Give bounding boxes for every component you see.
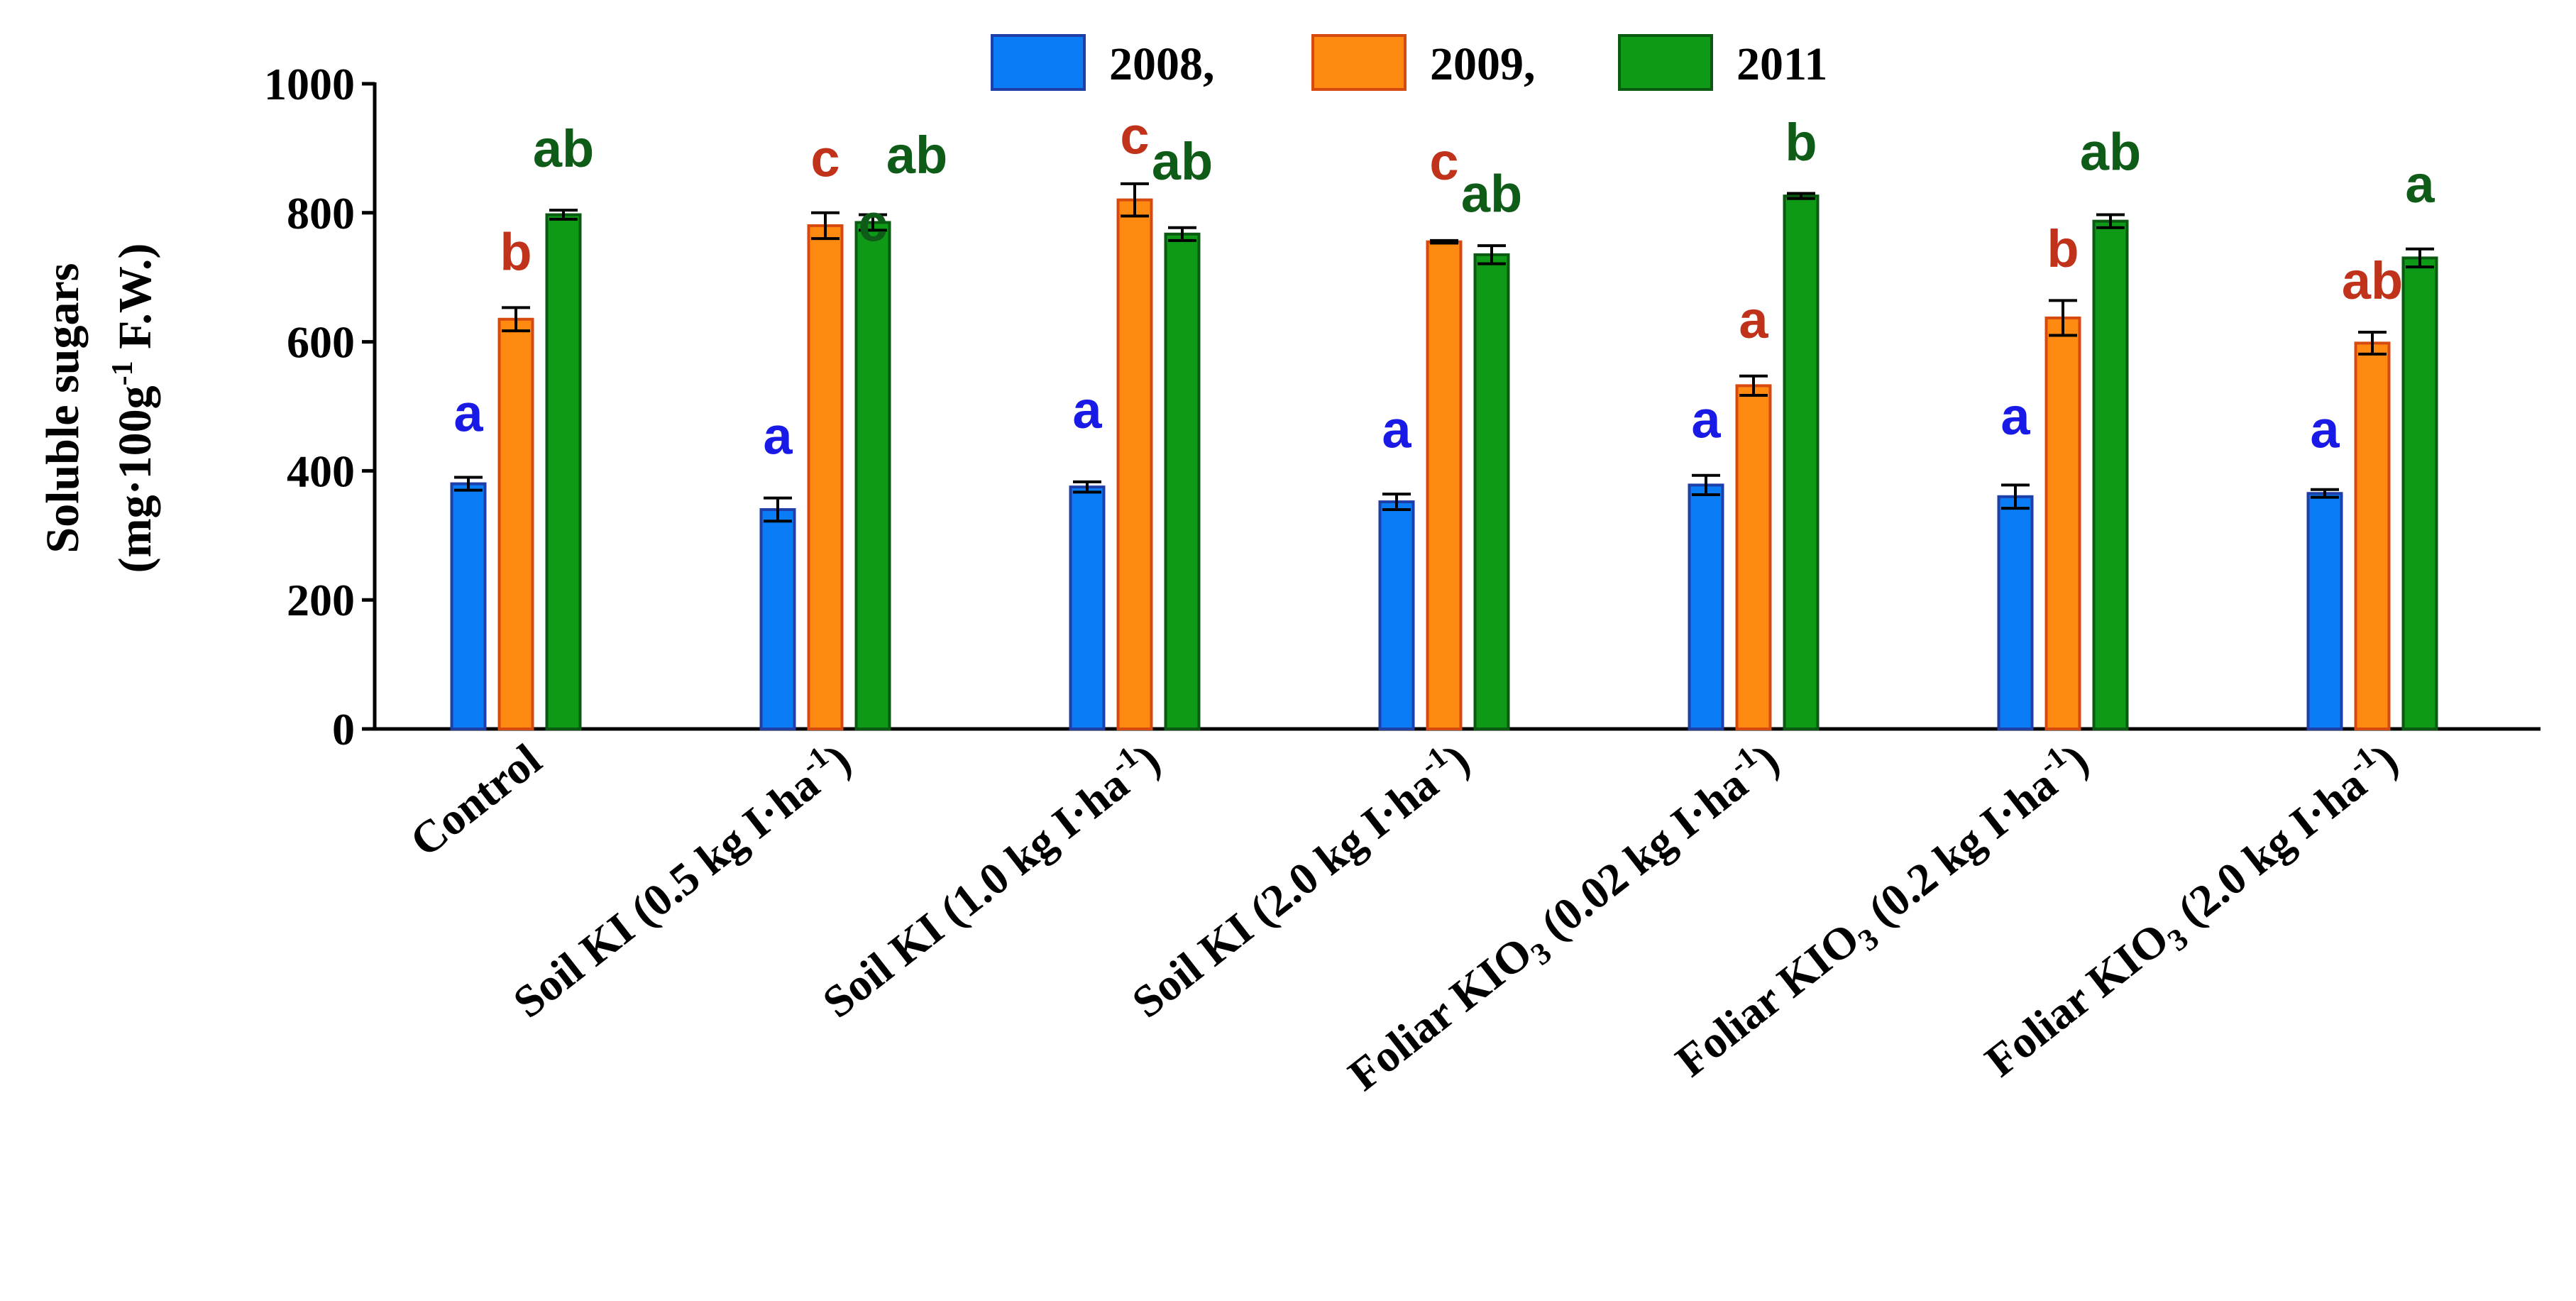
significance-letter: a bbox=[1072, 380, 1102, 439]
bar bbox=[1164, 232, 1201, 730]
bar bbox=[2306, 492, 2343, 731]
legend: 2008, 2009, 2011 bbox=[991, 34, 1827, 91]
bar bbox=[1378, 500, 1415, 730]
bar bbox=[2401, 256, 2438, 730]
bar bbox=[450, 482, 487, 731]
y-tick-label: 0 bbox=[332, 704, 355, 754]
legend-swatch bbox=[1311, 34, 1407, 91]
significance-letter: c bbox=[858, 193, 887, 252]
significance-letter: a bbox=[1382, 400, 1411, 459]
significance-letter: a bbox=[1691, 390, 1721, 449]
bar bbox=[2354, 341, 2391, 730]
significance-letter: a bbox=[2405, 155, 2435, 214]
bar bbox=[1997, 495, 2034, 730]
bar bbox=[545, 213, 582, 731]
significance-letter: b bbox=[1785, 113, 1817, 172]
significance-letter: c bbox=[1429, 132, 1458, 191]
significance-letter: c bbox=[810, 129, 840, 188]
bar bbox=[1688, 483, 1724, 730]
significance-letter: ab bbox=[1152, 132, 1213, 191]
significance-letter: a bbox=[453, 384, 483, 443]
legend-label: 2011 bbox=[1736, 38, 1827, 90]
y-tick-label: 200 bbox=[287, 575, 355, 625]
legend-swatch bbox=[1618, 34, 1713, 91]
axes: 0 200 400 600 800 1000 bbox=[264, 59, 2541, 754]
y-axis-label: Soluble sugars (mg·100g-1 F.W.) bbox=[37, 243, 161, 573]
significance-letter: ab bbox=[2080, 122, 2141, 181]
significance-letter: b bbox=[500, 222, 532, 281]
x-tick-label: Soil KI (0.5 kg I·ha-1) bbox=[502, 731, 860, 1028]
x-tick-label: Control bbox=[401, 734, 551, 867]
bar bbox=[2044, 316, 2081, 731]
bar bbox=[497, 317, 534, 731]
y-tick-label: 600 bbox=[287, 317, 355, 368]
significance-letter: a bbox=[1739, 290, 1768, 349]
bar bbox=[1116, 198, 1153, 730]
bar bbox=[759, 507, 796, 730]
significance-letter: a bbox=[2000, 387, 2030, 446]
y-tick-label: 400 bbox=[287, 446, 355, 496]
x-tick-label: Soil KI (2.0 kg I·ha-1) bbox=[1121, 731, 1479, 1028]
significance-letter: a bbox=[2310, 400, 2340, 459]
y-axis-title-line2: (mg·100g-1 F.W.) bbox=[106, 243, 161, 573]
bar bbox=[1783, 194, 1820, 730]
bar bbox=[1473, 253, 1510, 730]
bar bbox=[1735, 384, 1772, 730]
significance-letter: b bbox=[2047, 219, 2079, 278]
legend-swatch bbox=[991, 34, 1086, 91]
significance-letter: c bbox=[1120, 106, 1149, 165]
bar bbox=[2092, 219, 2129, 730]
significance-letter: ab bbox=[2342, 251, 2403, 310]
y-axis-title-line1: Soluble sugars bbox=[37, 263, 89, 554]
y-tick-label: 800 bbox=[287, 188, 355, 238]
bar bbox=[1069, 485, 1106, 730]
significance-letter: a bbox=[763, 406, 793, 465]
bar bbox=[854, 221, 891, 730]
bar bbox=[807, 224, 844, 731]
bar bbox=[1426, 240, 1463, 730]
legend-label: 2008, bbox=[1109, 38, 1215, 90]
significance-letter: ab bbox=[533, 119, 594, 178]
y-tick-label: 1000 bbox=[264, 59, 355, 109]
significance-letter: ab bbox=[1461, 165, 1522, 224]
x-tick-label: Soil KI (1.0 kg I·ha-1) bbox=[811, 731, 1169, 1028]
significance-letter: ab bbox=[886, 126, 947, 185]
legend-label: 2009, bbox=[1430, 38, 1536, 90]
